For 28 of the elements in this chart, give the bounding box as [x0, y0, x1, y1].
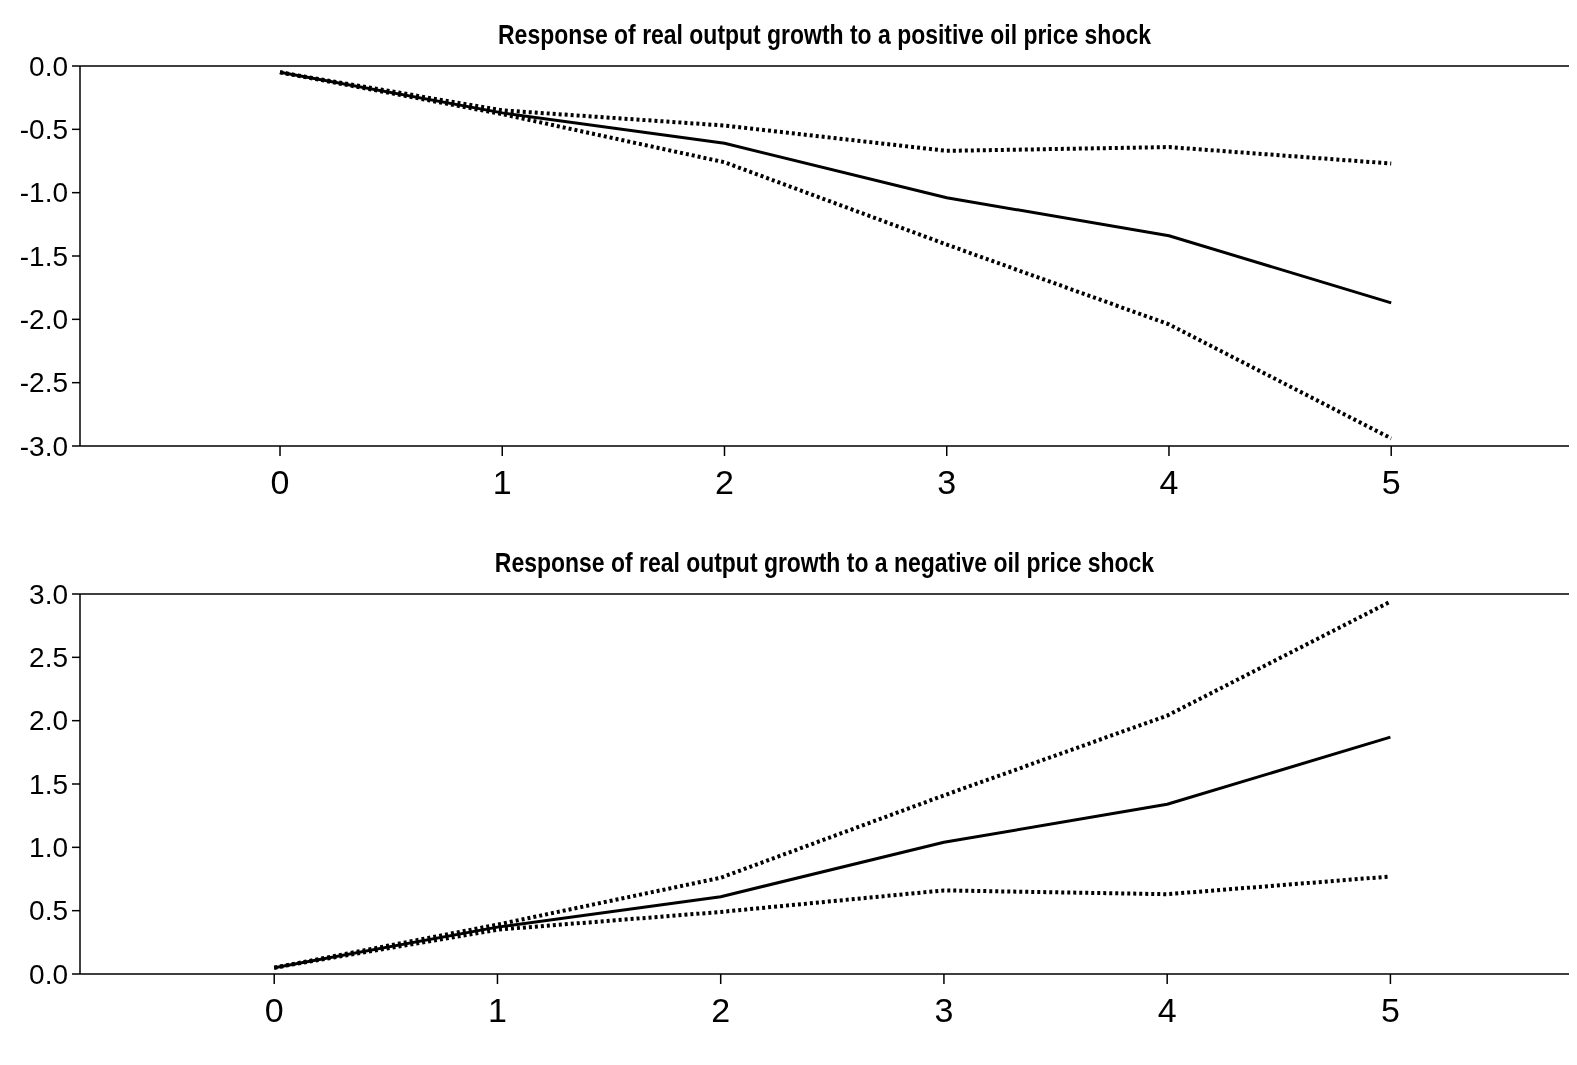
y-tick-label: 1.0	[29, 832, 68, 864]
y-tick-label: 2.0	[29, 705, 68, 737]
y-tick-label: 0.0	[29, 50, 68, 82]
x-tick-label: 3	[937, 463, 957, 501]
x-tick-label: 4	[1157, 991, 1177, 1029]
x-tick-label: 5	[1380, 991, 1400, 1029]
y-tick-label: -3.0	[19, 430, 68, 462]
y-tick-label: 0.0	[29, 958, 68, 990]
y-tick-label: 0.5	[29, 895, 68, 927]
y-tick-label: -2.5	[19, 367, 68, 399]
y-tick-label: 1.5	[29, 768, 68, 800]
x-tick-label: 0	[264, 991, 284, 1029]
x-tick-label: 1	[487, 991, 507, 1029]
y-tick-label: -2.0	[19, 304, 68, 336]
chart-title: Response of real output growth to a negative oil price shock	[494, 546, 1155, 578]
x-tick-label: 4	[1159, 463, 1179, 501]
x-tick-label: 2	[711, 991, 731, 1029]
y-tick-label: 2.5	[29, 642, 68, 674]
y-tick-label: -1.5	[19, 240, 68, 272]
y-tick-label: -0.5	[19, 114, 68, 146]
chart-title: Response of real output growth to a positive oil price shock	[498, 18, 1152, 50]
y-tick-label: 3.0	[29, 578, 68, 610]
x-tick-label: 3	[934, 991, 954, 1029]
x-tick-label: 1	[492, 463, 512, 501]
y-tick-label: -1.0	[19, 177, 68, 209]
x-tick-label: 0	[270, 463, 290, 501]
x-tick-label: 5	[1381, 463, 1401, 501]
x-tick-label: 2	[715, 463, 734, 501]
